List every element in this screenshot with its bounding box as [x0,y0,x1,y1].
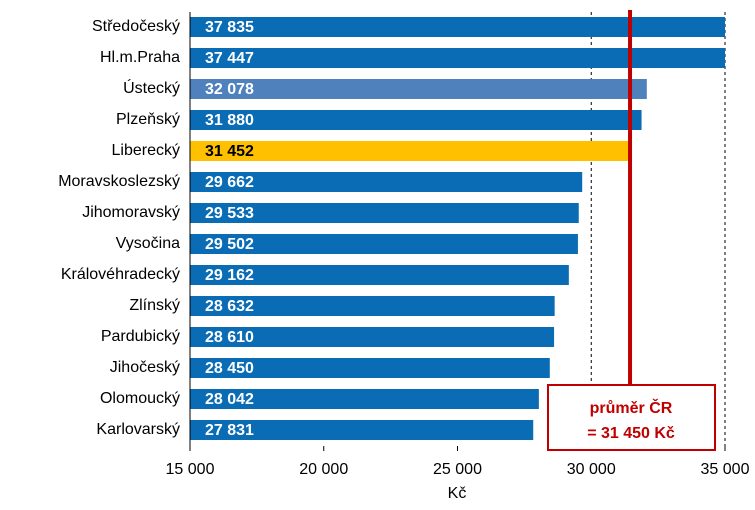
y-tick-label: Vysočina [116,235,180,252]
y-tick-label: Plzeňský [116,111,180,128]
value-label: 31 452 [205,143,254,160]
value-label: 28 632 [205,298,254,315]
value-label: 37 447 [205,50,254,67]
bar [190,420,534,440]
y-tick-label: Zlínský [129,297,180,314]
value-label: 29 662 [205,174,254,191]
bar [190,141,631,161]
y-tick-label: Jihočeský [110,359,180,376]
bar [190,296,555,316]
y-tick-label: Jihomoravský [82,204,180,221]
bar [190,327,555,347]
value-label: 28 450 [205,360,254,377]
y-tick-label: Moravskoslezský [58,173,180,190]
x-tick-label: 20 000 [299,461,348,478]
value-label: 28 610 [205,329,254,346]
x-tick-label: 25 000 [433,461,482,478]
value-label: 28 042 [205,391,254,408]
bar [190,234,578,254]
x-axis-label: Kč [448,485,467,502]
bar [190,358,550,378]
annotation: průměr ČR [590,398,673,417]
y-tick-label: Liberecký [112,142,180,159]
y-tick-label: Hl.m.Praha [100,49,180,66]
y-tick-label: Středočeský [92,18,180,35]
x-tick-label: 15 000 [166,461,215,478]
y-tick-label: Královéhradecký [61,266,180,283]
value-label: 29 162 [205,267,254,284]
bar [190,203,579,223]
value-label: 29 502 [205,236,254,253]
annotation-box [547,384,716,451]
value-label: 31 880 [205,112,254,129]
value-label: 27 831 [205,422,254,439]
bar [190,110,642,130]
y-tick-label: Ústecký [123,78,180,97]
bar [190,389,539,409]
x-tick-label: 35 000 [701,461,750,478]
value-label: 37 835 [205,19,254,36]
bar [190,265,569,285]
bar [190,79,647,99]
value-label: 32 078 [205,81,254,98]
value-label: 29 533 [205,205,254,222]
bar [190,172,583,192]
annotation: = 31 450 Kč [587,425,675,442]
y-tick-label: Pardubický [101,328,180,345]
bar [190,17,725,37]
bars [190,17,725,440]
x-tick-label: 30 000 [567,461,616,478]
y-tick-label: Karlovarský [96,421,180,438]
bar [190,48,725,68]
y-tick-label: Olomoucký [100,390,180,407]
